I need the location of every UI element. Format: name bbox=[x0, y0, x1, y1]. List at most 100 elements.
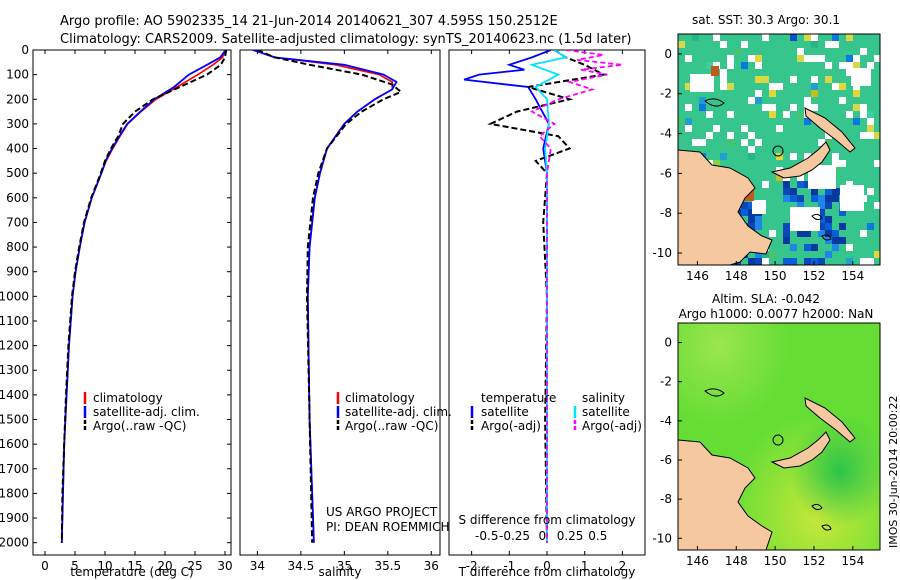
sst-cell bbox=[755, 76, 762, 83]
sst-cell bbox=[685, 55, 692, 62]
sst-cell bbox=[853, 55, 860, 62]
sst-cell bbox=[867, 118, 874, 125]
sst-cell bbox=[839, 160, 846, 167]
sla-land bbox=[678, 397, 856, 550]
x-tick-label: 5 bbox=[71, 559, 79, 573]
pi-label: PI: DEAN ROEMMICH bbox=[326, 520, 449, 534]
sst-cell bbox=[727, 132, 734, 139]
sst-cell bbox=[825, 41, 832, 48]
s-tick-label: 0.5 bbox=[588, 529, 607, 543]
sst-land bbox=[678, 107, 856, 265]
sla-map-axes: 146 148 150 152 154 0 -2 -4 -6 -8 -10 bbox=[652, 336, 864, 568]
sst-cell bbox=[839, 83, 846, 90]
s-tick-label: -0.5 bbox=[475, 529, 498, 543]
x-tick-label: 154 bbox=[841, 554, 864, 568]
sst-cell bbox=[720, 153, 727, 160]
sst-cell bbox=[804, 55, 811, 62]
sst-cell bbox=[762, 76, 769, 83]
y-tick-label: 1500 bbox=[0, 413, 29, 427]
sst-cell bbox=[783, 258, 790, 265]
legend-label-s-satellite: satellite bbox=[582, 405, 630, 419]
imos-timestamp: IMOS 30-Jun-2014 20:00:22 bbox=[887, 395, 900, 548]
sst-cell bbox=[741, 209, 748, 216]
temperature-legend: climatology satellite-adj. clim. Argo(..… bbox=[83, 391, 200, 433]
sst-cell bbox=[692, 139, 699, 146]
sst-cell bbox=[818, 195, 825, 202]
x-tick-label: 20 bbox=[157, 559, 172, 573]
sst-cell bbox=[755, 55, 762, 62]
sst-cell bbox=[713, 62, 720, 69]
y-tick-label: 0 bbox=[21, 43, 29, 57]
sst-cell bbox=[839, 237, 846, 244]
x-tick-label: 10 bbox=[97, 559, 112, 573]
sst-cell bbox=[748, 209, 755, 216]
sst-cell bbox=[790, 188, 797, 195]
sst-cell bbox=[706, 111, 713, 118]
y-tick-label: -10 bbox=[652, 246, 672, 260]
sst-cell bbox=[776, 153, 783, 160]
sst-cell bbox=[832, 244, 839, 251]
sst-cell bbox=[811, 195, 818, 202]
sst-cell bbox=[825, 251, 832, 258]
sst-cell bbox=[804, 34, 811, 41]
sst-cell bbox=[769, 111, 776, 118]
sst-cell bbox=[867, 223, 874, 230]
sst-cell bbox=[727, 111, 734, 118]
sst-cell bbox=[867, 111, 874, 118]
x-tick-label: 148 bbox=[725, 554, 748, 568]
x-tick-label: 34 bbox=[250, 559, 265, 573]
salinity-xlabel: salinity bbox=[318, 565, 361, 579]
sst-cell bbox=[811, 76, 818, 83]
sst-cell bbox=[818, 55, 825, 62]
sst-cell bbox=[755, 223, 762, 230]
sst-warm-patch bbox=[711, 66, 719, 76]
sst-cell bbox=[846, 244, 853, 251]
y-tick-label: -4 bbox=[660, 414, 672, 428]
sst-cell bbox=[748, 146, 755, 153]
profile-location-marker bbox=[772, 434, 784, 446]
sla-map-title-1: Altim. SLA: -0.042 bbox=[712, 292, 820, 306]
temperature-axes: 0100200300400500600700800900100011001200… bbox=[0, 43, 233, 573]
series-line bbox=[487, 50, 607, 543]
y-tick-label: 100 bbox=[6, 68, 29, 82]
sst-cell bbox=[860, 104, 867, 111]
x-tick-label: 152 bbox=[803, 269, 826, 283]
x-tick-label: 1 bbox=[581, 559, 589, 573]
sst-cell bbox=[706, 132, 713, 139]
sst-cell bbox=[748, 97, 755, 104]
y-tick-label: 600 bbox=[6, 191, 29, 205]
sst-cell bbox=[874, 55, 880, 62]
legend-label-t-satellite: satellite bbox=[481, 405, 529, 419]
x-tick-label: 150 bbox=[764, 554, 787, 568]
sst-cell bbox=[860, 258, 867, 265]
sst-cell bbox=[713, 160, 720, 167]
sst-cell bbox=[720, 41, 727, 48]
sst-cell bbox=[860, 111, 867, 118]
sst-cell bbox=[755, 258, 762, 265]
sst-cell bbox=[776, 83, 783, 90]
sst-cell bbox=[811, 188, 818, 195]
sst-cell bbox=[720, 69, 727, 76]
sst-cell bbox=[748, 55, 755, 62]
sst-cell bbox=[685, 118, 692, 125]
sst-cell bbox=[783, 188, 790, 195]
sst-cell bbox=[811, 104, 818, 111]
island-outline bbox=[704, 388, 725, 397]
sst-cell bbox=[741, 202, 748, 209]
sst-cell bbox=[783, 223, 790, 230]
sst-cell bbox=[790, 104, 797, 111]
sst-cell bbox=[706, 62, 713, 69]
legend-label-s-argo: Argo(-adj) bbox=[582, 419, 642, 433]
sst-cell bbox=[825, 188, 832, 195]
sst-cell bbox=[874, 251, 880, 258]
sst-cell bbox=[818, 202, 825, 209]
sst-cell bbox=[867, 62, 874, 69]
sst-cell bbox=[727, 139, 734, 146]
sst-cell bbox=[867, 125, 874, 132]
legend-label-argo: Argo(..raw -QC) bbox=[345, 419, 438, 433]
profile-location-marker bbox=[772, 145, 784, 157]
sst-cell bbox=[818, 230, 825, 237]
sst-cell bbox=[811, 244, 818, 251]
sst-cell bbox=[783, 111, 790, 118]
